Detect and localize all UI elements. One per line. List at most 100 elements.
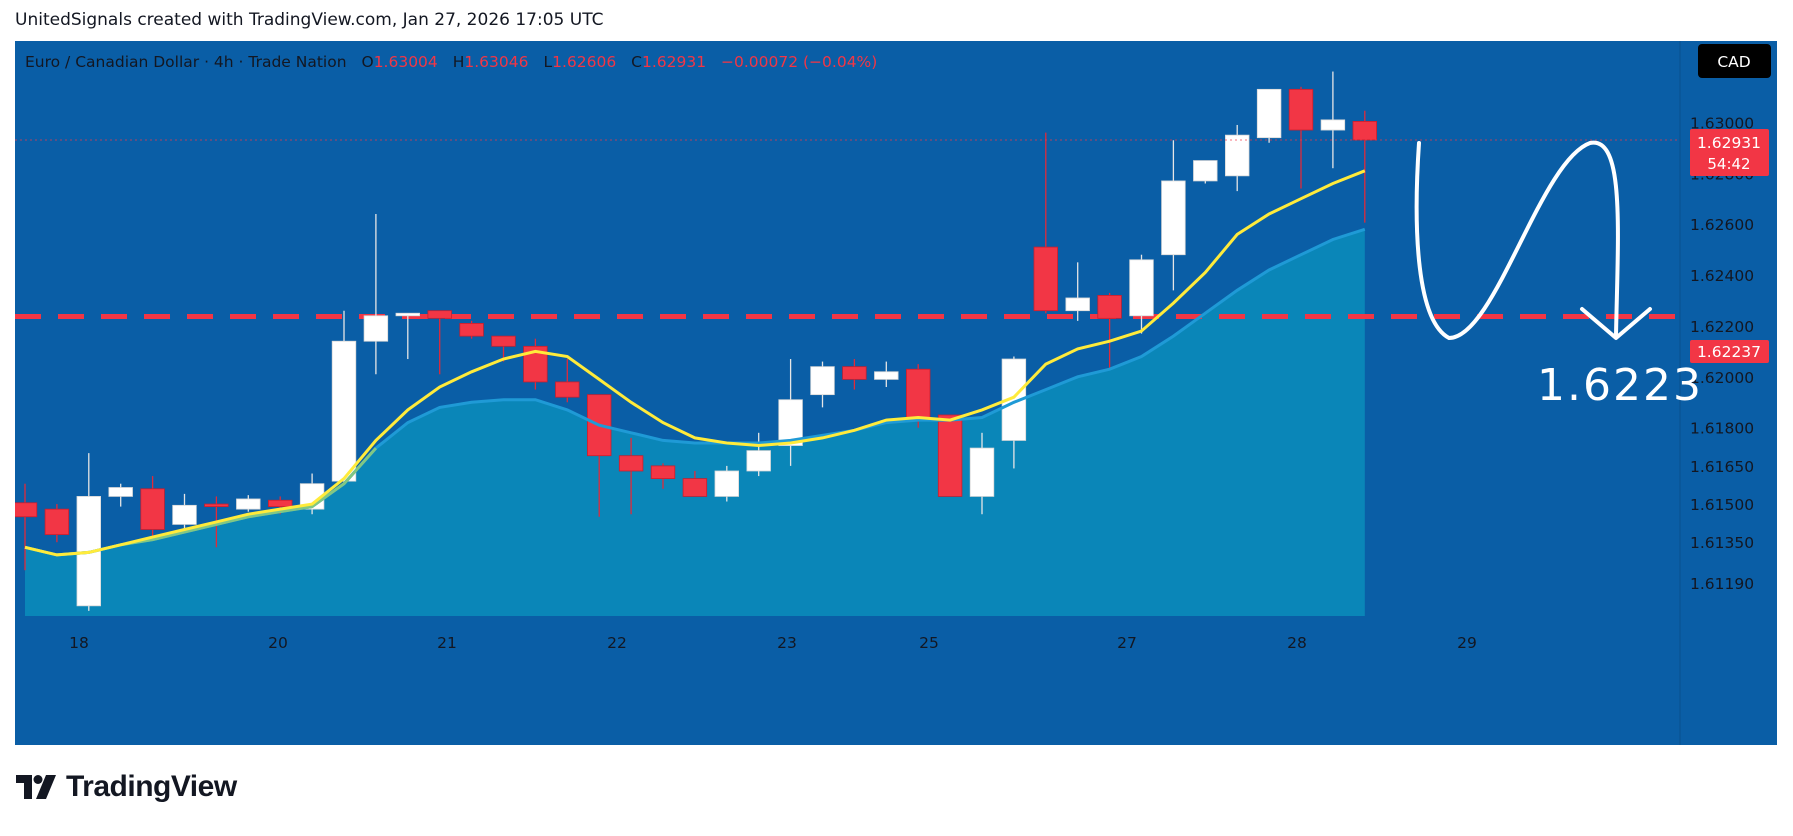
attribution-header: UnitedSignals created with TradingView.c… (15, 10, 604, 30)
candle-body (523, 345, 548, 383)
target-annotation: 1.6223 (1537, 360, 1703, 411)
candle[interactable] (1129, 254, 1154, 334)
legend-open-value: 1.63004 (374, 53, 438, 71)
level-price-tag: 1.62237 (1690, 340, 1769, 363)
candle[interactable] (236, 495, 261, 512)
time-tick-label: 18 (69, 634, 89, 652)
candle[interactable] (1224, 124, 1250, 192)
candle-body (842, 366, 867, 380)
candle[interactable] (108, 483, 133, 507)
candle[interactable] (491, 335, 516, 362)
time-tick-label: 21 (437, 634, 457, 652)
candle[interactable] (1288, 86, 1314, 189)
legend-low-value: 1.62606 (552, 53, 616, 71)
tradingview-logo-icon (16, 775, 56, 799)
chart-panel[interactable]: Euro / Canadian Dollar · 4h · Trade Nati… (12, 41, 1777, 745)
time-tick-label: 29 (1457, 634, 1477, 652)
candle-body (1065, 297, 1090, 312)
candle[interactable] (1256, 88, 1282, 143)
candle[interactable] (331, 310, 357, 484)
candle-body (459, 323, 484, 337)
candle[interactable] (714, 465, 740, 502)
candle[interactable] (76, 453, 102, 611)
candle[interactable] (44, 504, 70, 543)
candle[interactable] (140, 476, 165, 540)
candle-body (267, 499, 293, 507)
time-tick-label: 28 (1287, 634, 1307, 652)
candle[interactable] (1193, 160, 1218, 184)
candle[interactable] (1097, 292, 1122, 370)
price-tick-label: 1.62200 (1690, 318, 1754, 336)
tradingview-logo[interactable]: TradingView (16, 770, 237, 804)
candle[interactable] (778, 359, 803, 466)
candle-body (1288, 88, 1314, 131)
price-tick-label: 1.62400 (1690, 267, 1754, 285)
candle[interactable] (427, 310, 452, 375)
legend-symbol: Euro / Canadian Dollar · 4h · Trade Nati… (25, 53, 347, 71)
legend-open-label: O (361, 53, 373, 71)
legend: Euro / Canadian Dollar · 4h · Trade Nati… (25, 53, 877, 71)
price-tick-label: 1.62600 (1690, 216, 1754, 234)
candle[interactable] (618, 437, 644, 515)
candle-body (555, 381, 580, 398)
candle-body (491, 335, 516, 347)
bar-countdown: 54:42 (1707, 155, 1750, 173)
candle[interactable] (555, 359, 580, 403)
candle-body (714, 470, 740, 497)
candle-body (618, 455, 644, 472)
price-tick-label: 1.61350 (1690, 534, 1754, 552)
candle[interactable] (937, 414, 963, 497)
candle[interactable] (650, 463, 676, 489)
candle[interactable] (682, 470, 708, 497)
svg-text:Euro / Canadian Dollar · 4h ·: Euro / Canadian Dollar · 4h · Trade Nati… (25, 53, 877, 71)
candle[interactable] (1320, 71, 1346, 169)
time-axis[interactable]: 18 20 21 22 23 25 27 28 29 (69, 634, 1477, 652)
candle[interactable] (459, 320, 484, 339)
candle-body (1097, 295, 1122, 319)
level-price-value: 1.62237 (1697, 343, 1761, 361)
candle[interactable] (810, 361, 835, 408)
candle[interactable] (363, 214, 389, 375)
candle[interactable] (842, 359, 867, 390)
price-axis[interactable]: 1.630001.628001.626001.624001.622001.620… (1690, 114, 1754, 593)
candle[interactable] (523, 338, 548, 390)
candle-body (969, 447, 995, 497)
candle[interactable] (1001, 356, 1027, 469)
candle[interactable] (172, 493, 197, 530)
candle[interactable] (874, 361, 899, 388)
candle-body (204, 503, 229, 507)
candle-body (108, 487, 133, 497)
candle-body (778, 399, 803, 446)
projection-arrow-path (1414, 140, 1620, 341)
price-chart[interactable]: Euro / Canadian Dollar · 4h · Trade Nati… (12, 41, 1777, 745)
candle-body (810, 366, 835, 396)
candle-body (1033, 246, 1059, 312)
currency-button[interactable]: CAD (1698, 44, 1771, 78)
candle[interactable] (746, 432, 771, 477)
price-tick-label: 1.63000 (1690, 114, 1754, 132)
candle-body (331, 340, 357, 482)
candle[interactable] (12, 483, 38, 571)
candle-body (1129, 259, 1154, 317)
candle-body (1193, 160, 1218, 182)
candle-body (682, 478, 708, 497)
legend-change: −0.00072 (−0.04%) (721, 53, 877, 71)
time-tick-label: 20 (268, 634, 288, 652)
candle[interactable] (969, 432, 995, 515)
time-tick-label: 27 (1117, 634, 1137, 652)
legend-close-label: C (631, 53, 642, 71)
candle-body (1352, 120, 1378, 141)
candle[interactable] (1352, 110, 1378, 223)
candle-body (650, 465, 676, 480)
candle-body (937, 414, 963, 497)
price-tick-label: 1.61190 (1690, 575, 1754, 593)
candle[interactable] (395, 312, 421, 360)
currency-button-label: CAD (1717, 53, 1750, 71)
legend-low-label: L (543, 53, 552, 71)
candle[interactable] (1033, 132, 1059, 314)
candle[interactable] (1065, 262, 1090, 321)
price-tick-label: 1.61800 (1690, 420, 1754, 438)
last-price-tag: 1.62931 54:42 (1690, 129, 1769, 176)
time-tick-label: 23 (777, 634, 797, 652)
candle[interactable] (1161, 140, 1186, 291)
